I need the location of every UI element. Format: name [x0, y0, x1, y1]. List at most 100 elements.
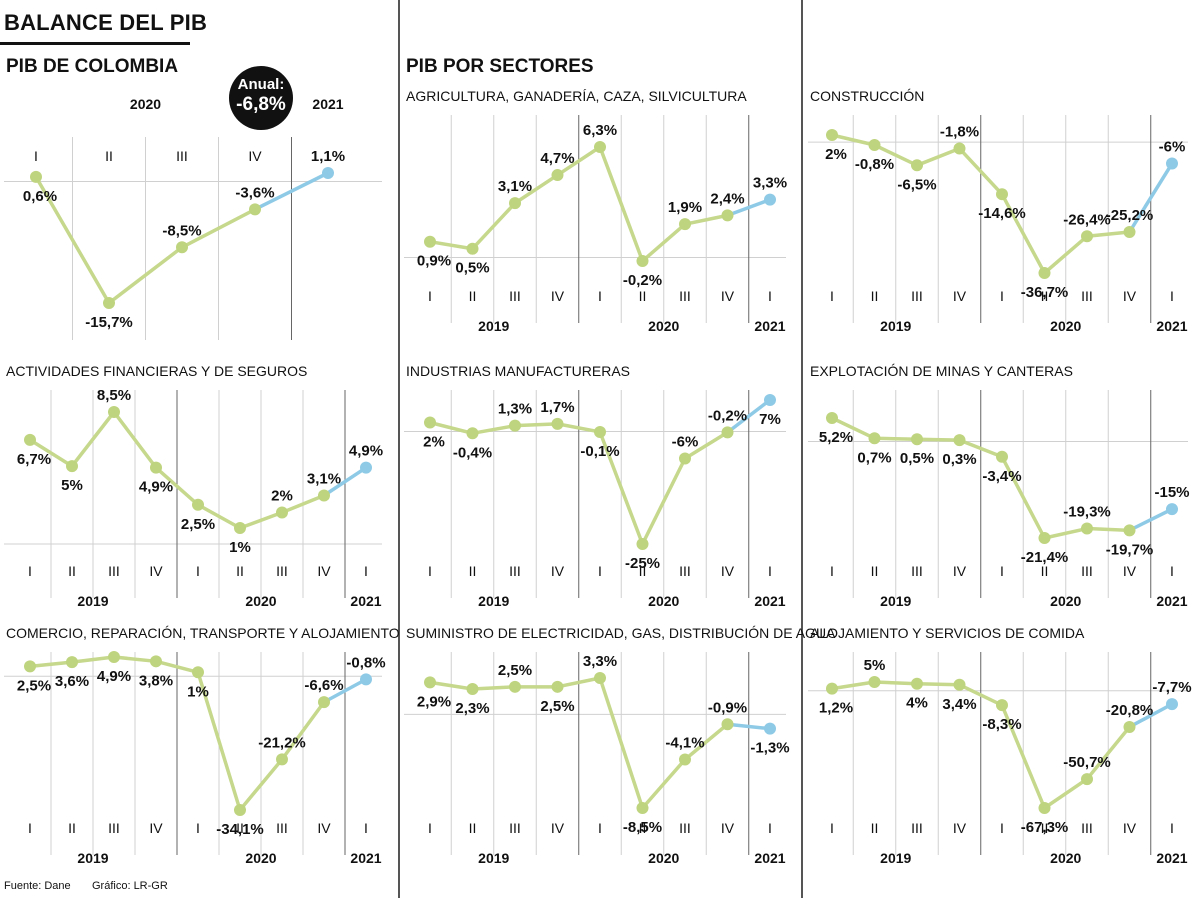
year-label: 2020 [648, 318, 679, 334]
quarter-label: I [326, 148, 330, 164]
data-point [1038, 532, 1051, 544]
data-point [66, 656, 78, 669]
series-segment-2021 [322, 677, 368, 704]
series-segment [872, 680, 919, 686]
chart-title: EXPLOTACIÓN DE MINAS Y CANTERAS [810, 363, 1073, 379]
quarter-label: IV [1123, 563, 1137, 579]
series-segment [872, 436, 919, 441]
data-label: -6% [1159, 139, 1186, 156]
chart-2: AGRICULTURA, GANADERÍA, CAZA, SILVICULTU… [404, 88, 787, 334]
series-segment-2021 [1127, 161, 1174, 234]
quarter-label: III [679, 563, 691, 579]
year-label: 2021 [754, 318, 785, 334]
chart-8: SUMINISTRO DE ELECTRICIDAD, GAS, DISTRIB… [404, 625, 836, 866]
data-point [192, 666, 204, 679]
year-label: 2019 [478, 318, 509, 334]
year-label: 2020 [1050, 850, 1081, 866]
data-label: 3,8% [139, 672, 173, 689]
series-segment [1000, 703, 1047, 810]
column-separator-2 [801, 0, 803, 898]
series-segment [915, 681, 962, 687]
year-label: 2020 [1050, 318, 1081, 334]
series-segment [1085, 725, 1132, 781]
data-point [234, 804, 246, 816]
quarter-label: II [1041, 563, 1049, 579]
data-point [1123, 524, 1136, 537]
data-label: -8,5% [162, 222, 201, 239]
data-point [953, 142, 966, 155]
quarter-label: I [830, 288, 834, 304]
year-label: 2019 [880, 593, 911, 609]
data-label: 0,7% [857, 449, 891, 466]
year-label: 2021 [754, 593, 785, 609]
data-point [424, 676, 436, 689]
data-label: 6,7% [17, 451, 51, 468]
series-segment [683, 722, 730, 762]
data-point [911, 159, 923, 172]
series-segment [640, 222, 687, 263]
year-label: 2019 [77, 593, 108, 609]
data-label: 2,9% [417, 693, 451, 710]
data-label: 3,1% [307, 471, 341, 488]
series-segment [280, 700, 326, 762]
series-segment-2021 [1127, 702, 1174, 729]
data-label: 3,3% [583, 653, 617, 670]
data-label: -67,3% [1021, 819, 1069, 836]
quarter-label: III [108, 563, 120, 579]
data-label: 8,5% [97, 387, 131, 404]
quarter-label: IV [1123, 288, 1137, 304]
data-label: -34,1% [216, 821, 264, 838]
data-point [636, 538, 649, 550]
data-label: -0,2% [708, 407, 747, 424]
quarter-label: III [679, 288, 691, 304]
series-segment [957, 683, 1004, 707]
data-label: 1,9% [668, 199, 702, 216]
data-label: -1,3% [750, 740, 789, 757]
source-note: Fuente: Dane [4, 880, 71, 892]
data-label: -1,8% [940, 124, 979, 141]
series-segment [915, 437, 962, 442]
credit-note: Gráfico: LR-GR [92, 880, 168, 892]
series-segment [196, 503, 242, 530]
data-point [466, 427, 479, 440]
series-segment [1042, 526, 1089, 540]
quarter-label: III [1081, 820, 1093, 836]
quarter-label: I [28, 563, 32, 579]
data-label: 0,5% [455, 260, 489, 277]
year-label: 2019 [478, 850, 509, 866]
data-point [66, 460, 78, 473]
data-label: -3,6% [235, 184, 274, 201]
series-segment [957, 438, 1004, 459]
data-point [1038, 267, 1051, 279]
quarter-label: II [871, 820, 879, 836]
quarter-label: II [1041, 288, 1049, 304]
quarter-label: II [236, 563, 244, 579]
data-point [953, 678, 966, 691]
data-point [636, 802, 649, 814]
series-segment [34, 175, 111, 305]
series-segment [1085, 526, 1132, 533]
chart-title: ALOJAMIENTO Y SERVICIOS DE COMIDA [810, 625, 1085, 641]
data-label: 5,2% [819, 429, 853, 446]
data-point [509, 197, 521, 210]
data-point [276, 753, 288, 766]
year-label: 2019 [880, 850, 911, 866]
data-label: -0,4% [453, 444, 492, 461]
data-point [466, 242, 479, 255]
data-label: 5% [61, 477, 83, 494]
data-point [636, 255, 649, 267]
quarter-label: I [830, 563, 834, 579]
series-segment [70, 655, 116, 664]
series-segment [513, 422, 560, 428]
quarter-label: IV [149, 820, 163, 836]
data-point [826, 412, 838, 424]
data-point [1123, 720, 1136, 733]
series-segment [1000, 192, 1047, 275]
series-segment [428, 239, 475, 251]
series-segment [915, 146, 962, 168]
chart-title: CONSTRUCCIÓN [810, 88, 924, 104]
quarter-label: IV [551, 288, 565, 304]
data-point [721, 209, 734, 222]
data-label: 2,5% [17, 677, 51, 694]
series-segment [28, 660, 74, 669]
